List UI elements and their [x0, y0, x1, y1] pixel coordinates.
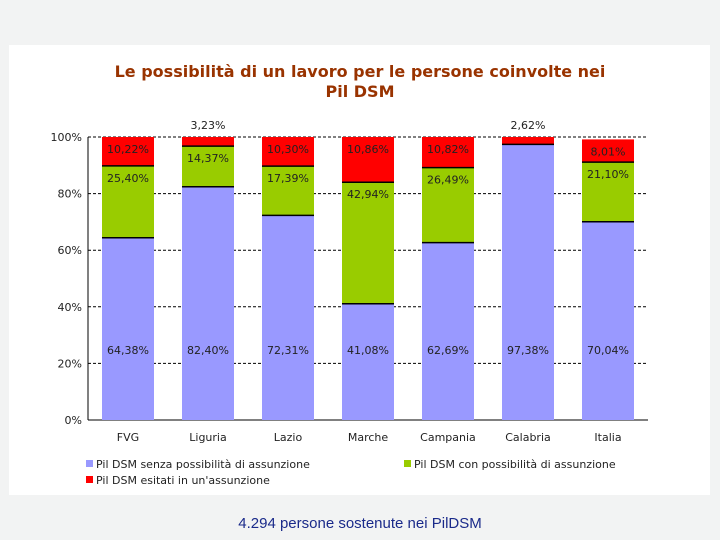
bar-segment [422, 137, 474, 168]
bar-segment [182, 186, 234, 420]
bar-segment [342, 182, 394, 304]
data-label: 26,49% [427, 174, 469, 187]
x-tick-label: Calabria [505, 431, 551, 444]
bar-segment [102, 237, 154, 420]
data-label: 72,31% [267, 344, 309, 357]
legend-swatch [86, 460, 93, 467]
bar-segment [422, 167, 474, 243]
x-tick-label: FVG [117, 431, 139, 444]
bar-segment [102, 165, 154, 238]
x-tick-label: Campania [420, 431, 476, 444]
data-label: 25,40% [107, 172, 149, 185]
bar-segment [582, 221, 634, 420]
bar-segment [502, 137, 554, 145]
data-label: 2,62% [511, 119, 546, 132]
footer-caption: 4.294 persone sostenute nei PilDSM [238, 515, 482, 532]
data-label: 3,23% [191, 119, 226, 132]
bar-segment [262, 137, 314, 167]
bar-segment [262, 166, 314, 216]
legend-swatch [404, 460, 411, 467]
legend-swatch [86, 476, 93, 483]
bar-segment [342, 303, 394, 420]
y-tick-label: 100% [51, 131, 82, 144]
x-tick-label: Marche [348, 431, 389, 444]
data-label: 97,38% [507, 344, 549, 357]
bar-segment [182, 137, 234, 147]
y-tick-label: 20% [58, 357, 82, 370]
chart-title: Le possibilità di un lavoro per le perso… [0, 62, 720, 102]
chart-title-line-2: Pil DSM [325, 82, 395, 101]
data-label: 14,37% [187, 152, 229, 165]
x-tick-label: Liguria [189, 431, 226, 444]
data-label: 10,22% [107, 143, 149, 156]
chart-title-line-1: Le possibilità di un lavoro per le perso… [114, 62, 606, 81]
legend-label: Pil DSM con possibilità di assunzione [414, 458, 616, 471]
data-label: 21,10% [587, 168, 629, 181]
y-tick-label: 60% [58, 244, 82, 257]
bar-segment [182, 146, 234, 187]
bar-segment [582, 162, 634, 222]
data-label: 10,30% [267, 143, 309, 156]
x-tick-label: Italia [594, 431, 621, 444]
data-label: 8,01% [591, 145, 626, 158]
y-tick-label: 80% [58, 188, 82, 201]
bar-segment [262, 215, 314, 420]
data-label: 41,08% [347, 344, 389, 357]
bar-segment [102, 137, 154, 166]
data-label: 64,38% [107, 344, 149, 357]
bar-segment [422, 242, 474, 420]
data-label: 17,39% [267, 172, 309, 185]
y-tick-label: 40% [58, 301, 82, 314]
bar-segment [342, 137, 394, 183]
data-label: 70,04% [587, 344, 629, 357]
legend-label: Pil DSM esitati in un'assunzione [96, 474, 270, 487]
data-label: 10,82% [427, 143, 469, 156]
legend-label: Pil DSM senza possibilità di assunzione [96, 458, 310, 471]
x-tick-label: Lazio [274, 431, 303, 444]
data-label: 42,94% [347, 188, 389, 201]
data-label: 62,69% [427, 344, 469, 357]
y-tick-label: 0% [65, 414, 82, 427]
bar-segment [582, 139, 634, 163]
bar-segment [502, 144, 554, 420]
data-label: 10,86% [347, 143, 389, 156]
data-label: 82,40% [187, 344, 229, 357]
